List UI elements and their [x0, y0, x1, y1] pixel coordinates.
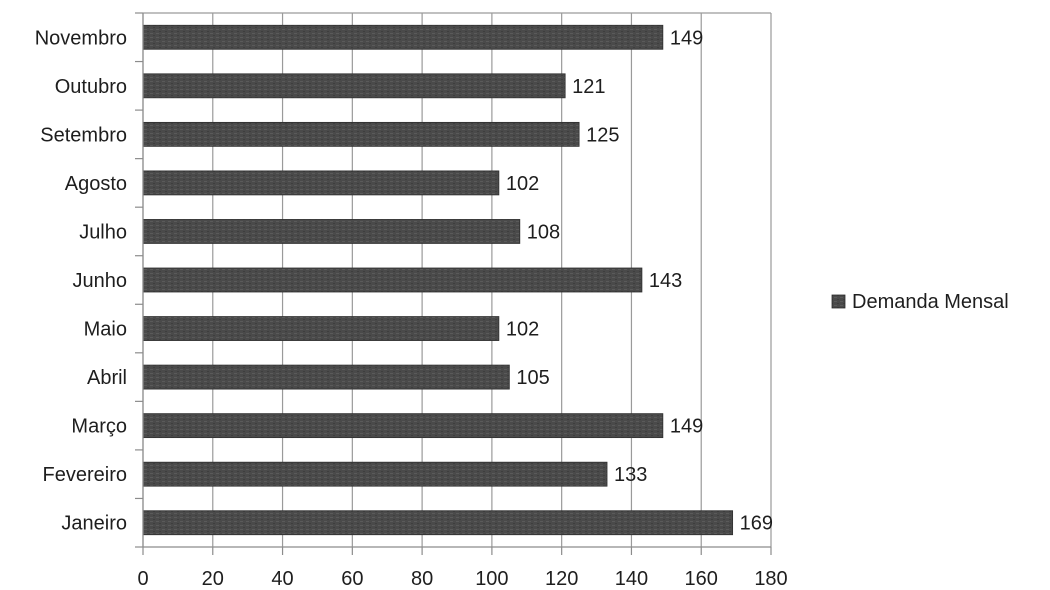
x-tick-label: 180 [754, 568, 787, 590]
x-tick-label: 20 [202, 568, 224, 590]
data-label: 102 [506, 319, 539, 341]
category-label: Novembro [35, 27, 127, 49]
bar-layer [142, 24, 734, 536]
category-label: Março [71, 416, 127, 438]
data-label: 108 [527, 221, 560, 243]
data-label: 102 [506, 173, 539, 195]
x-tick-label: 120 [545, 568, 578, 590]
legend: Demanda Mensal [831, 291, 1009, 313]
data-label: 149 [670, 27, 703, 49]
x-tick-label: 140 [615, 568, 648, 590]
bar-janeiro [142, 510, 734, 536]
bar-fevereiro [142, 461, 608, 487]
legend-swatch [831, 294, 846, 309]
bar-agosto [142, 170, 500, 196]
category-label: Julho [79, 221, 127, 243]
legend-label: Demanda Mensal [852, 291, 1009, 313]
bar-outubro [142, 73, 566, 99]
label-layer: 0 20 40 60 80 100 120 140 160 180 Janeiro 169 Fevere… [35, 27, 788, 590]
category-label: Setembro [40, 124, 127, 146]
bar-setembro [142, 121, 580, 147]
category-label: Junho [73, 270, 128, 292]
data-label: 125 [586, 124, 619, 146]
bar-julho [142, 219, 521, 244]
data-label: 169 [740, 513, 773, 535]
x-tick-label: 60 [341, 568, 363, 590]
category-label: Janeiro [61, 513, 127, 535]
x-tick-label: 40 [271, 568, 293, 590]
category-label: Agosto [65, 173, 127, 195]
bar-junho [142, 267, 643, 293]
x-tick-label: 100 [475, 568, 508, 590]
bar-abril [142, 364, 510, 390]
category-label: Outubro [55, 76, 127, 98]
bar-maio [142, 316, 500, 341]
x-tick-label: 80 [411, 568, 433, 590]
x-tick-label: 160 [685, 568, 718, 590]
data-label: 121 [572, 76, 605, 98]
data-label: 149 [670, 416, 703, 438]
data-label: 105 [516, 367, 549, 389]
x-tick-label: 0 [137, 568, 148, 590]
bar-novembro [142, 24, 664, 50]
data-label: 133 [614, 464, 647, 486]
category-label: Abril [87, 367, 127, 389]
axis-layer [135, 12, 772, 555]
category-label: Maio [84, 319, 127, 341]
bar-mar-o [142, 413, 664, 439]
data-label: 143 [649, 270, 682, 292]
category-label: Fevereiro [43, 464, 127, 486]
